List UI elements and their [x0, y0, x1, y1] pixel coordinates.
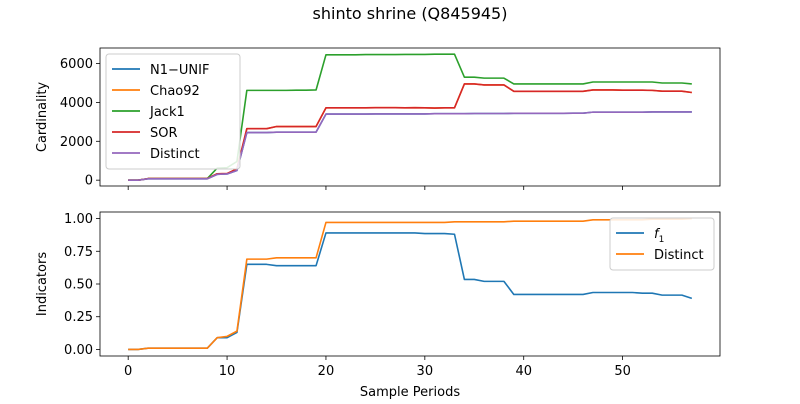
plot-frame [99, 47, 721, 187]
x-tick-label: 20 [318, 364, 335, 379]
x-tick-label: 30 [417, 364, 434, 379]
y-tick-label: 2000 [60, 135, 93, 150]
plot-frame [99, 211, 721, 357]
x-tick-label: 50 [614, 364, 631, 379]
legend-label-sor: SOR [150, 126, 178, 141]
legend-label-chao92: Chao92 [150, 84, 200, 99]
legend-box [105, 53, 241, 170]
y-tick-label: 0.75 [64, 245, 93, 260]
series-line-distinct [128, 217, 692, 351]
y-tick-label: 6000 [60, 57, 93, 72]
y-axis-label: Cardinality [35, 82, 50, 153]
legend: f1 Distinct [609, 217, 715, 271]
x-tick-label: 0 [124, 364, 132, 379]
x-tick-label: 40 [515, 364, 532, 379]
series-line-f1 [128, 232, 693, 351]
cardinality-panel: 0 2000 4000 6000 Cardinality N1−UNIF Chao92 Jac… [35, 47, 721, 190]
x-axis-label: Sample Periods [360, 385, 460, 400]
y-tick-label: 0 [85, 174, 93, 189]
legend-label-distinct: Distinct [654, 248, 704, 263]
y-tick-label: 0.00 [64, 343, 93, 358]
indicators-panel: 0.00 0.25 0.50 0.75 1.00 0 10 20 30 40 50 Indicator… [35, 211, 721, 400]
y-axis-label: Indicators [35, 252, 50, 316]
y-tick-label: 4000 [60, 96, 93, 111]
legend: N1−UNIF Chao92 Jack1 SOR Distinct [105, 53, 241, 170]
series-line-distinct [128, 111, 692, 181]
legend-label-distinct: Distinct [150, 147, 200, 162]
figure-title: shinto shrine (Q845945) [313, 4, 508, 23]
y-tick-label: 0.50 [64, 278, 93, 293]
legend-label-n1-unif: N1−UNIF [150, 63, 209, 78]
y-tick-label: 1.00 [64, 212, 93, 227]
legend-label-subscript: 1 [659, 235, 665, 245]
y-tick-label: 0.25 [64, 310, 93, 325]
legend-label-f1: f1 [654, 227, 664, 245]
legend-label-main: f [654, 227, 661, 242]
legend-label-jack1: Jack1 [149, 105, 185, 120]
x-tick-label: 10 [219, 364, 236, 379]
legend-box [609, 217, 715, 271]
